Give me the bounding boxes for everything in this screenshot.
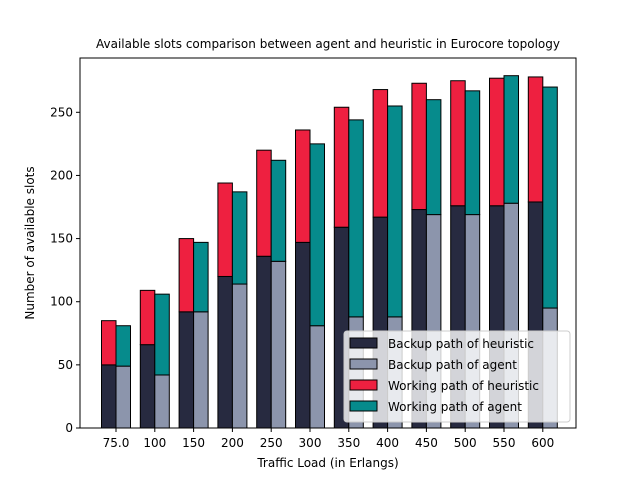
bar-agent-working-500 (464, 90, 481, 216)
legend-label: Working path of heuristic (388, 379, 539, 393)
bar-agent-backup-150 (193, 311, 209, 429)
legend-label: Working path of agent (388, 400, 522, 414)
bar-heuristic-working-75.0 (101, 320, 117, 366)
y-tick-label: 200 (50, 168, 73, 182)
bar-agent-working-450 (425, 99, 442, 216)
bar-heuristic-working-600 (527, 76, 544, 203)
plot-frame (79, 57, 577, 429)
legend-label: Backup path of agent (388, 358, 517, 372)
bar-heuristic-working-150 (178, 238, 195, 313)
bar-agent-working-300 (309, 143, 325, 327)
bar-heuristic-working-200 (217, 182, 233, 277)
axes-layer: 75.0 100 150 200 250 300 350 400 450 500 550 600 0 50… (50, 105, 554, 450)
legend-swatch (349, 358, 378, 370)
x-tick-label: 550 (493, 436, 516, 450)
bar-heuristic-backup-250 (256, 255, 272, 429)
bar-heuristic-backup-200 (217, 275, 233, 429)
legend-label: Backup path of heuristic (388, 337, 534, 351)
legend-box (343, 330, 571, 423)
bar-agent-working-100 (154, 293, 170, 376)
x-tick-label: 250 (260, 436, 283, 450)
legend-swatch (349, 337, 378, 349)
x-tick-label: 600 (531, 436, 554, 450)
bar-agent-backup-250 (270, 260, 287, 429)
x-tick-label: 400 (376, 436, 399, 450)
x-axis-label: Traffic Load (in Erlangs) (256, 456, 398, 470)
bar-agent-working-350 (348, 119, 364, 318)
bar-agent-backup-100 (154, 374, 170, 429)
bar-heuristic-working-250 (256, 149, 272, 257)
x-tick-label: 200 (221, 436, 244, 450)
y-tick-label: 150 (50, 232, 73, 246)
chart-title: Available slots comparison between agent… (96, 37, 560, 51)
x-tick-label: 100 (143, 436, 166, 450)
x-tick-label: 500 (454, 436, 477, 450)
bar-agent-working-250 (270, 159, 287, 262)
bar-heuristic-working-500 (450, 80, 466, 207)
y-tick-label: 100 (50, 295, 73, 309)
bar-heuristic-backup-150 (178, 311, 195, 429)
bar-heuristic-working-400 (372, 89, 389, 218)
bar-heuristic-working-550 (489, 77, 505, 207)
bar-heuristic-working-100 (139, 289, 156, 346)
y-axis-label: Number of available slots (23, 166, 37, 319)
x-tick-label: 150 (182, 436, 205, 450)
bar-agent-working-400 (387, 105, 403, 318)
bar-heuristic-working-300 (295, 129, 311, 243)
bar-heuristic-working-450 (411, 82, 427, 211)
bar-agent-working-600 (542, 86, 558, 309)
legend: Backup path of heuristic Backup path of a… (343, 330, 571, 423)
bar-agent-backup-75.0 (115, 365, 131, 429)
legend-swatch (349, 400, 378, 412)
bar-agent-working-150 (193, 241, 209, 313)
y-tick-label: 50 (58, 358, 73, 372)
bar-heuristic-backup-100 (139, 344, 156, 429)
bar-heuristic-backup-75.0 (101, 364, 117, 429)
y-tick-label: 250 (50, 105, 73, 119)
x-tick-label: 350 (337, 436, 360, 450)
legend-swatch (349, 379, 378, 391)
bar-agent-working-550 (503, 75, 519, 204)
bar-agent-backup-200 (231, 283, 248, 429)
bar-heuristic-working-350 (333, 106, 350, 228)
bar-agent-backup-300 (309, 325, 325, 429)
x-tick-label: 450 (415, 436, 438, 450)
bar-agent-working-200 (231, 191, 248, 285)
bar-heuristic-backup-300 (295, 241, 311, 429)
y-tick-label: 0 (65, 421, 73, 435)
x-tick-label: 300 (299, 436, 322, 450)
bar-agent-working-75.0 (115, 325, 131, 367)
x-tick-label: 75.0 (103, 436, 130, 450)
